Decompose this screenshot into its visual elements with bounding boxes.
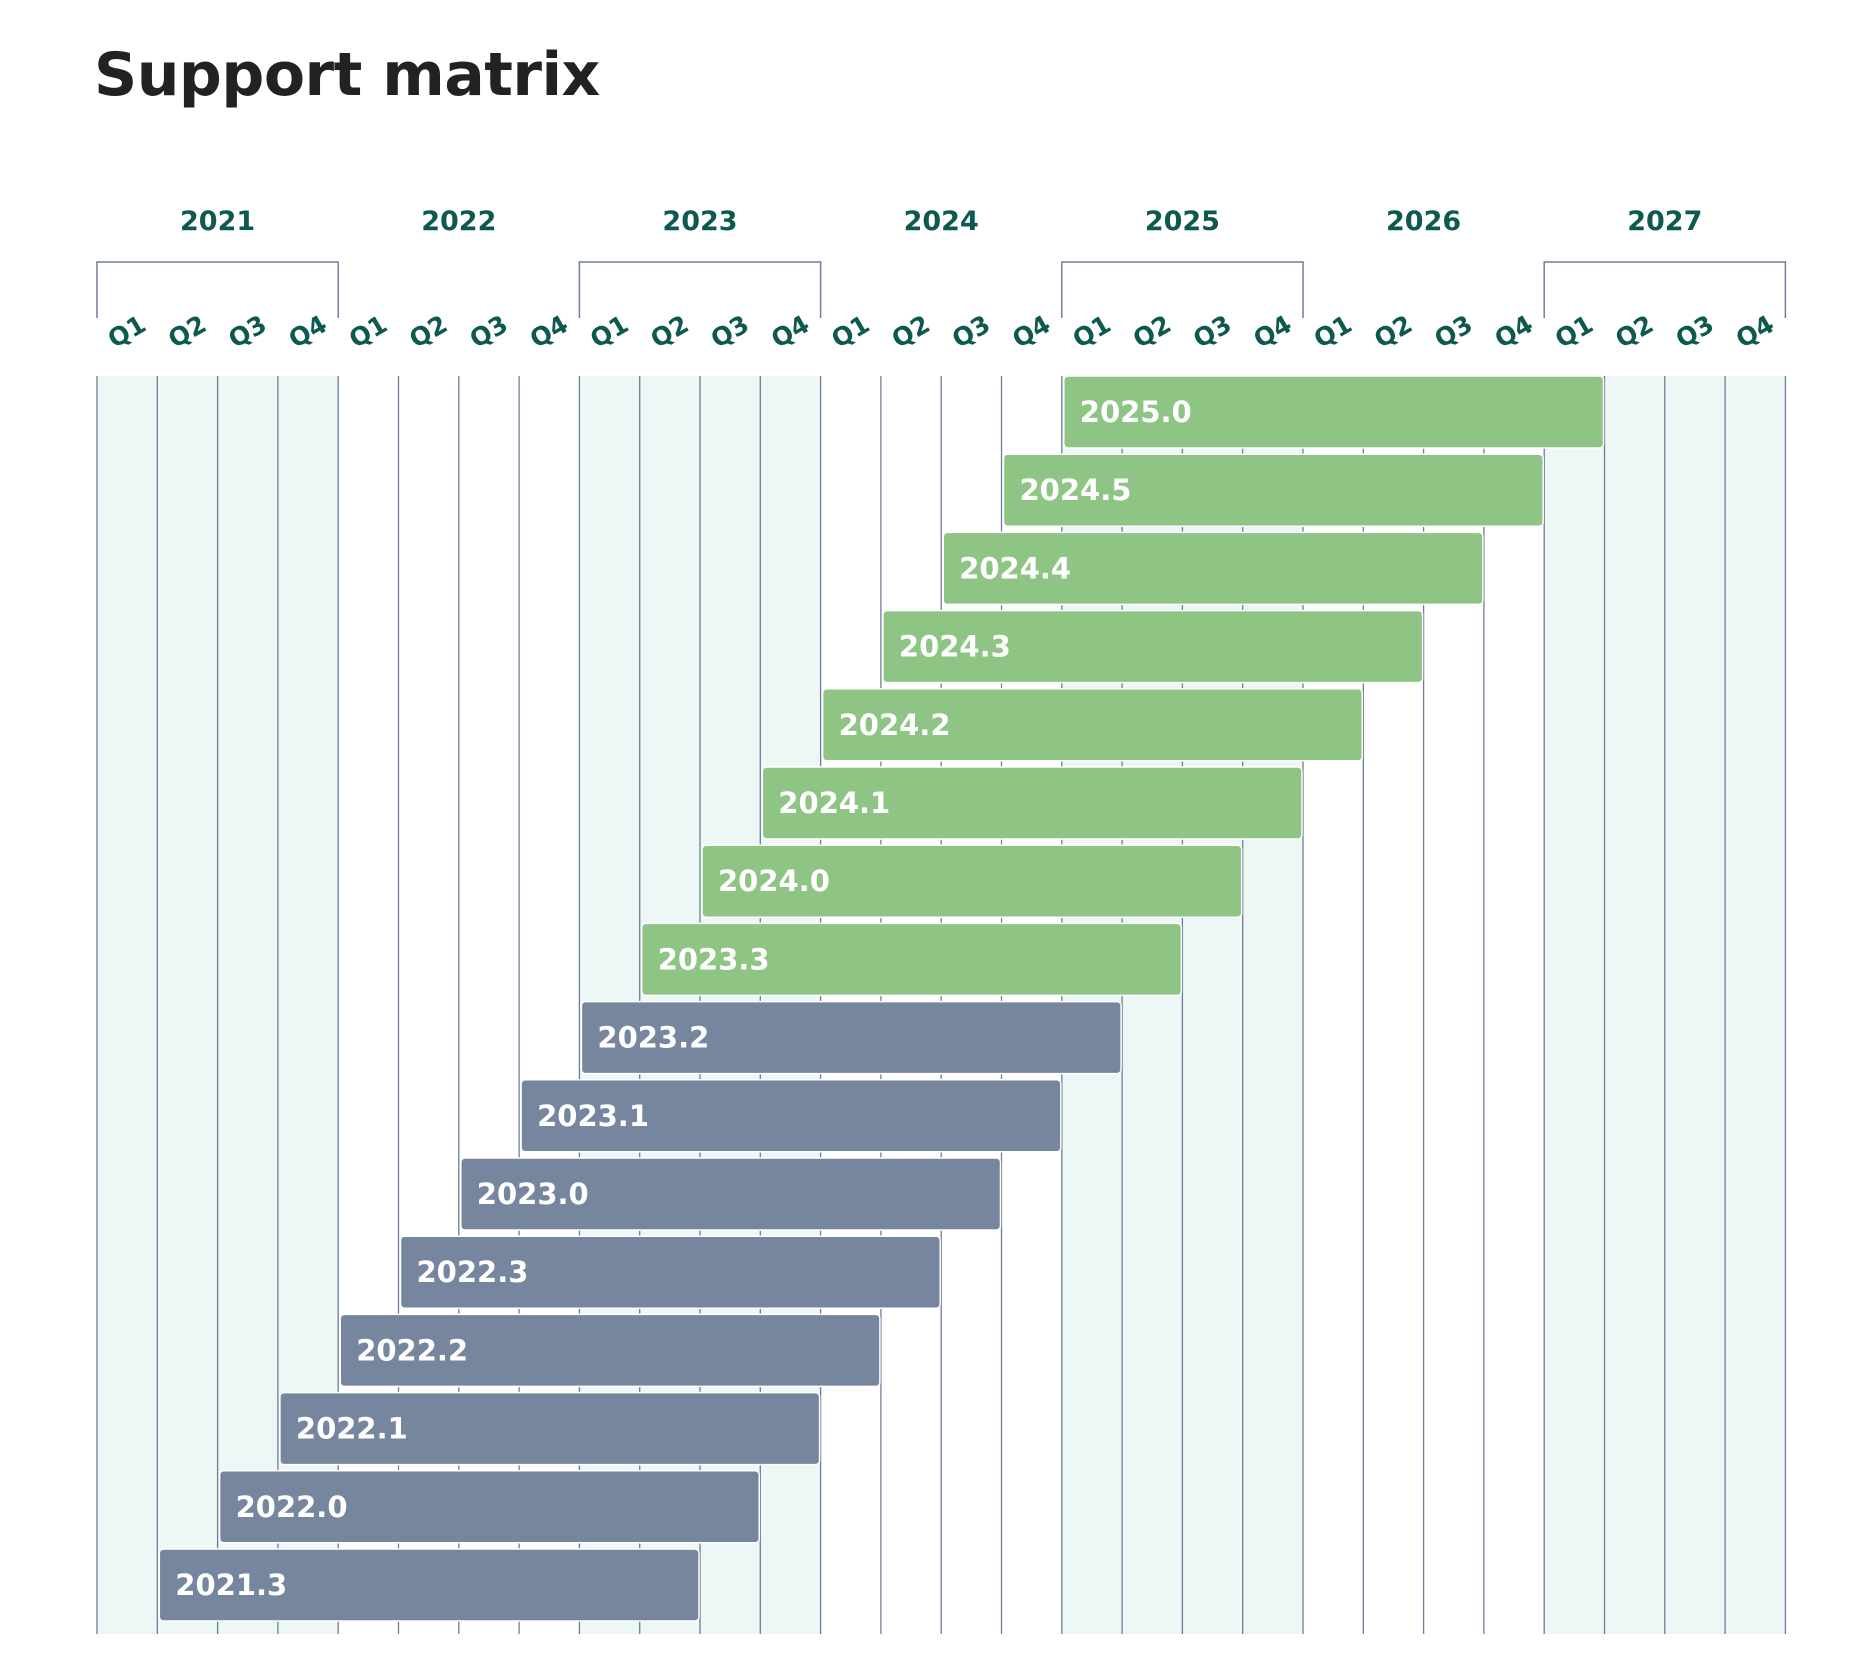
quarter-label: Q2 [404, 309, 452, 353]
year-label: 2026 [1386, 206, 1461, 237]
release-bar-label: 2022.1 [296, 1412, 408, 1446]
quarter-label: Q4 [1007, 309, 1055, 353]
year-label: 2025 [1145, 206, 1220, 237]
release-bar-label: 2021.3 [175, 1568, 287, 1602]
quarter-label: Q3 [947, 309, 995, 353]
release-bar-2022.3 [399, 1235, 941, 1309]
release-bar-2024.5 [1002, 453, 1544, 527]
release-bar-2021.3 [158, 1548, 700, 1622]
quarter-label: Q2 [887, 309, 935, 353]
release-bar-2024.2 [821, 688, 1364, 762]
quarter-label: Q3 [1671, 309, 1719, 353]
release-bars: 2025.0 2024.5 2024.4 2024.3 2024.2 2024.1 2024… [158, 375, 1605, 1622]
release-bar-label: 2025.0 [1080, 395, 1192, 429]
quarter-label: Q4 [766, 309, 814, 353]
quarter-label: Q1 [827, 309, 875, 353]
release-bar-2024.1 [761, 766, 1303, 840]
release-bar-label: 2022.0 [236, 1490, 348, 1524]
quarter-label: Q1 [1309, 309, 1357, 353]
release-bar-2023.0 [460, 1157, 1002, 1231]
quarter-label: Q1 [1068, 309, 1116, 353]
release-bar-2024.3 [882, 609, 1424, 684]
quarter-label: Q4 [1490, 309, 1538, 353]
quarter-label: Q3 [706, 309, 754, 353]
quarter-label: Q3 [465, 309, 513, 353]
year-label: 2021 [180, 206, 255, 237]
year-bracket-2021 [96, 261, 339, 318]
release-bar-2023.1 [520, 1079, 1062, 1153]
year-brackets [96, 261, 1787, 318]
quarter-label: Q1 [344, 309, 392, 353]
year-label: 2027 [1627, 206, 1702, 237]
release-bar-label: 2023.3 [658, 942, 770, 976]
year-bracket-2025 [1061, 261, 1304, 318]
release-bar-2022.0 [218, 1470, 761, 1544]
quarter-label: Q2 [1128, 309, 1176, 353]
release-bar-label: 2023.1 [537, 1099, 649, 1133]
year-labels: 2021 2022 2023 2024 2025 2026 2027 [180, 206, 1702, 237]
quarter-label: Q3 [1188, 309, 1236, 353]
page-title: Support matrix [94, 40, 600, 110]
release-bar-label: 2023.2 [597, 1021, 709, 1055]
release-bar-2024.0 [701, 844, 1243, 918]
quarter-label: Q4 [284, 309, 332, 353]
year-label: 2022 [421, 206, 496, 237]
quarter-label: Q2 [1369, 309, 1417, 353]
release-bar-label: 2024.3 [899, 630, 1011, 664]
release-bar-label: 2024.0 [718, 864, 830, 898]
quarter-label: Q1 [103, 309, 151, 353]
release-bar-label: 2024.5 [1020, 473, 1132, 507]
year-bracket-2023 [578, 261, 822, 318]
quarter-label: Q2 [163, 309, 211, 353]
quarter-label: Q4 [525, 309, 573, 353]
quarter-label: Q2 [646, 309, 694, 353]
release-bar-2023.2 [580, 1000, 1122, 1075]
release-bar-2025.0 [1063, 375, 1605, 449]
year-label: 2024 [904, 206, 979, 237]
quarter-label: Q4 [1731, 309, 1779, 353]
release-bar-2023.3 [640, 922, 1183, 997]
quarter-label: Q1 [1550, 309, 1598, 353]
release-bar-2022.1 [279, 1391, 821, 1466]
year-label: 2023 [662, 206, 737, 237]
release-bar-2022.2 [339, 1313, 881, 1388]
quarter-label: Q3 [224, 309, 272, 353]
release-bar-2024.4 [942, 531, 1484, 606]
release-bar-label: 2023.0 [477, 1177, 589, 1211]
quarter-label: Q1 [585, 309, 633, 353]
year-bracket-2027 [1543, 261, 1787, 318]
release-bar-label: 2024.1 [778, 786, 890, 820]
release-bar-label: 2022.3 [417, 1255, 529, 1289]
quarter-label: Q2 [1610, 309, 1658, 353]
release-bar-label: 2022.2 [356, 1333, 468, 1367]
quarter-label: Q3 [1430, 309, 1478, 353]
quarter-label: Q4 [1249, 309, 1297, 353]
quarter-labels: Q1 Q2 Q3 Q4 Q1 Q2 Q3 Q4 Q1 Q2 Q3 Q4 Q1 Q2 Q3 Q4 Q1 Q2 Q3 Q4… [103, 309, 1779, 353]
release-bar-label: 2024.4 [959, 551, 1071, 585]
release-bar-label: 2024.2 [839, 708, 951, 742]
